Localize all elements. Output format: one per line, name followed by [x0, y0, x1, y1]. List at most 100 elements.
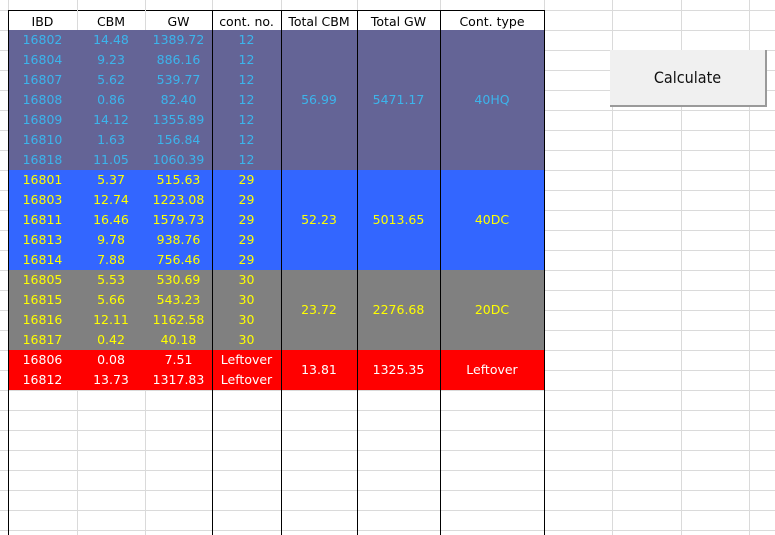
- table-cell[interactable]: 14.12: [77, 110, 145, 130]
- table-cell[interactable]: 530.69: [145, 270, 212, 290]
- table-cell[interactable]: 543.23: [145, 290, 212, 310]
- table-cell[interactable]: 1.63: [77, 130, 145, 150]
- calculate-button[interactable]: Calculate: [610, 50, 767, 107]
- table-cell[interactable]: 7.88: [77, 250, 145, 270]
- total-gw-cell[interactable]: 1325.35: [357, 350, 440, 390]
- cont-type-cell[interactable]: Leftover: [440, 350, 544, 390]
- table-cell[interactable]: 16813: [8, 230, 77, 250]
- column-border: [8, 10, 9, 535]
- total-cbm-cell[interactable]: 52.23: [281, 170, 357, 270]
- table-cell[interactable]: 156.84: [145, 130, 212, 150]
- gridline: [77, 10, 78, 30]
- table-cell[interactable]: 16.46: [77, 210, 145, 230]
- table-cell[interactable]: 1060.39: [145, 150, 212, 170]
- table-cell[interactable]: 9.23: [77, 50, 145, 70]
- table-cell[interactable]: 16812: [8, 370, 77, 390]
- table-cell[interactable]: 30: [212, 290, 281, 310]
- table-cell[interactable]: 12: [212, 30, 281, 50]
- table-cell[interactable]: 1223.08: [145, 190, 212, 210]
- table-cell[interactable]: 16815: [8, 290, 77, 310]
- table-cell[interactable]: 30: [212, 310, 281, 330]
- table-cell[interactable]: 14.48: [77, 30, 145, 50]
- table-cell[interactable]: 82.40: [145, 90, 212, 110]
- table-cell[interactable]: 5.37: [77, 170, 145, 190]
- table-cell[interactable]: 886.16: [145, 50, 212, 70]
- column-header[interactable]: GW: [145, 10, 212, 31]
- total-cbm-cell[interactable]: 56.99: [281, 30, 357, 170]
- gridline: [145, 10, 146, 30]
- table-cell[interactable]: 12: [212, 50, 281, 70]
- column-border: [281, 10, 282, 535]
- column-border: [544, 10, 545, 535]
- table-cell[interactable]: 12: [212, 150, 281, 170]
- table-cell[interactable]: 5.53: [77, 270, 145, 290]
- table-cell[interactable]: 756.46: [145, 250, 212, 270]
- table-cell[interactable]: 16807: [8, 70, 77, 90]
- column-header[interactable]: cont. no.: [212, 10, 281, 31]
- table-cell[interactable]: 16808: [8, 90, 77, 110]
- table-cell[interactable]: 16805: [8, 270, 77, 290]
- table-cell[interactable]: 40.18: [145, 330, 212, 350]
- column-border: [357, 10, 358, 535]
- column-header[interactable]: Total GW: [357, 10, 440, 31]
- table-cell[interactable]: 1389.72: [145, 30, 212, 50]
- table-cell[interactable]: 5.62: [77, 70, 145, 90]
- table-cell[interactable]: 29: [212, 250, 281, 270]
- table-cell[interactable]: 5.66: [77, 290, 145, 310]
- table-cell[interactable]: 16802: [8, 30, 77, 50]
- table-cell[interactable]: 1317.83: [145, 370, 212, 390]
- table-cell[interactable]: 1579.73: [145, 210, 212, 230]
- total-gw-cell[interactable]: 2276.68: [357, 270, 440, 350]
- total-cbm-cell[interactable]: 13.81: [281, 350, 357, 390]
- table-cell[interactable]: 12: [212, 130, 281, 150]
- table-cell[interactable]: 16810: [8, 130, 77, 150]
- table-cell[interactable]: 30: [212, 330, 281, 350]
- table-cell[interactable]: 0.42: [77, 330, 145, 350]
- table-cell[interactable]: 29: [212, 210, 281, 230]
- table-cell[interactable]: 29: [212, 190, 281, 210]
- table-cell[interactable]: 515.63: [145, 170, 212, 190]
- table-cell[interactable]: 12: [212, 90, 281, 110]
- table-cell[interactable]: 16811: [8, 210, 77, 230]
- table-cell[interactable]: 13.73: [77, 370, 145, 390]
- table-cell[interactable]: 16816: [8, 310, 77, 330]
- cont-type-cell[interactable]: 40DC: [440, 170, 544, 270]
- table-cell[interactable]: 16803: [8, 190, 77, 210]
- table-cell[interactable]: 12: [212, 110, 281, 130]
- table-cell[interactable]: 0.08: [77, 350, 145, 370]
- table-cell[interactable]: 16818: [8, 150, 77, 170]
- total-gw-cell[interactable]: 5013.65: [357, 170, 440, 270]
- table-cell[interactable]: 16801: [8, 170, 77, 190]
- column-header[interactable]: Cont. type: [440, 10, 544, 31]
- table-cell[interactable]: 12.74: [77, 190, 145, 210]
- table-cell[interactable]: 16809: [8, 110, 77, 130]
- gridline: [681, 0, 682, 535]
- table-cell[interactable]: 30: [212, 270, 281, 290]
- table-cell[interactable]: 11.05: [77, 150, 145, 170]
- cont-type-cell[interactable]: 40HQ: [440, 30, 544, 170]
- column-header[interactable]: Total CBM: [281, 10, 357, 31]
- table-cell[interactable]: 539.77: [145, 70, 212, 90]
- column-header[interactable]: IBD: [8, 10, 77, 31]
- table-cell[interactable]: 938.76: [145, 230, 212, 250]
- total-cbm-cell[interactable]: 23.72: [281, 270, 357, 350]
- table-cell[interactable]: 16806: [8, 350, 77, 370]
- table-cell[interactable]: 29: [212, 230, 281, 250]
- total-gw-cell[interactable]: 5471.17: [357, 30, 440, 170]
- table-cell[interactable]: 12.11: [77, 310, 145, 330]
- column-border: [212, 10, 213, 535]
- table-cell[interactable]: 7.51: [145, 350, 212, 370]
- table-cell[interactable]: 16814: [8, 250, 77, 270]
- table-cell[interactable]: Leftover: [212, 350, 281, 370]
- table-cell[interactable]: 1162.58: [145, 310, 212, 330]
- table-cell[interactable]: 9.78: [77, 230, 145, 250]
- table-cell[interactable]: 1355.89: [145, 110, 212, 130]
- table-cell[interactable]: Leftover: [212, 370, 281, 390]
- table-cell[interactable]: 12: [212, 70, 281, 90]
- table-cell[interactable]: 16817: [8, 330, 77, 350]
- table-cell[interactable]: 29: [212, 170, 281, 190]
- table-cell[interactable]: 0.86: [77, 90, 145, 110]
- table-cell[interactable]: 16804: [8, 50, 77, 70]
- cont-type-cell[interactable]: 20DC: [440, 270, 544, 350]
- column-header[interactable]: CBM: [77, 10, 145, 31]
